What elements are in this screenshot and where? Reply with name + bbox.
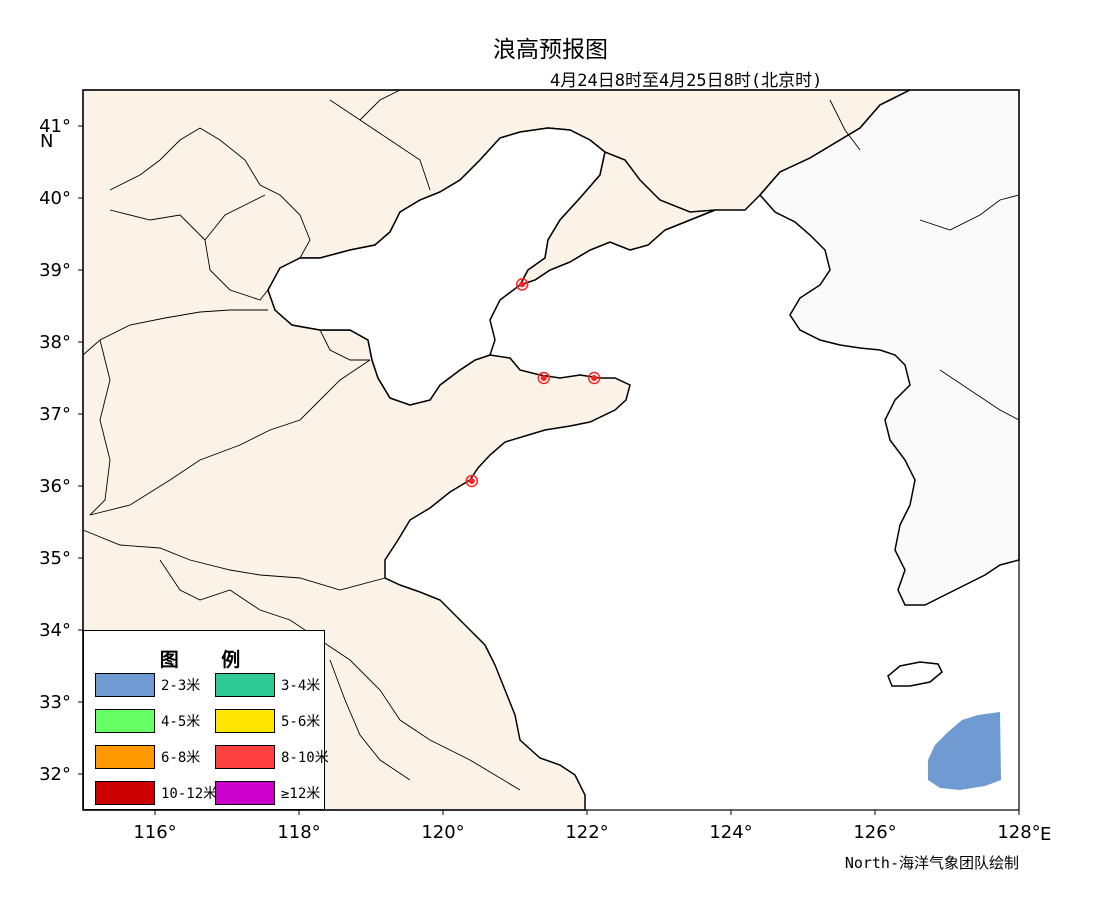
latitude-tick-label: 38° bbox=[39, 332, 71, 353]
legend-item: 2-3米 bbox=[95, 673, 213, 697]
legend-label: ≥12米 bbox=[281, 786, 321, 802]
map-subtitle: 4月24日8时至4月25日8时(北京时) bbox=[550, 71, 823, 91]
legend-item: 8-10米 bbox=[215, 745, 333, 769]
longitude-tick-label: 126° bbox=[853, 822, 896, 843]
legend-swatch bbox=[215, 781, 275, 805]
legend-item: 5-6米 bbox=[215, 709, 333, 733]
legend-label: 6-8米 bbox=[161, 750, 201, 766]
legend-swatch bbox=[215, 745, 275, 769]
latitude-tick-label: 32° bbox=[39, 764, 71, 785]
legend-item: ≥12米 bbox=[215, 781, 333, 805]
legend-title: 图 例 bbox=[159, 649, 259, 671]
longitude-tick-label: 122° bbox=[565, 822, 608, 843]
longitude-tick-label: 124° bbox=[709, 822, 752, 843]
legend-label: 4-5米 bbox=[161, 714, 201, 730]
station-marker-dot bbox=[591, 375, 598, 381]
legend-swatch bbox=[95, 781, 155, 805]
legend-swatch bbox=[215, 709, 275, 733]
longitude-tick-label: 116° bbox=[133, 822, 176, 843]
legend-swatch bbox=[95, 745, 155, 769]
station-marker-dot bbox=[540, 375, 547, 381]
longitude-unit-label: E bbox=[1040, 824, 1051, 845]
liaodong-peninsula bbox=[518, 150, 716, 287]
legend-item: 10-12米 bbox=[95, 781, 217, 805]
latitude-tick-label: 35° bbox=[39, 548, 71, 569]
legend-label: 5-6米 bbox=[281, 714, 321, 730]
legend-swatch bbox=[95, 673, 155, 697]
legend-item: 6-8米 bbox=[95, 745, 213, 769]
longitude-axis: 116° 118° 120° 122° 124° 126° 128° bbox=[133, 810, 1041, 843]
latitude-tick-label: 41° bbox=[39, 116, 71, 137]
longitude-tick-label: 118° bbox=[277, 822, 320, 843]
legend-label: 8-10米 bbox=[281, 750, 329, 766]
land-korea bbox=[759, 89, 1020, 606]
latitude-tick-label: 39° bbox=[39, 260, 71, 281]
legend-label: 3-4米 bbox=[281, 678, 321, 694]
longitude-tick-label: 128° bbox=[997, 822, 1040, 843]
latitude-tick-label: 37° bbox=[39, 404, 71, 425]
latitude-tick-label: 40° bbox=[39, 188, 71, 209]
station-markers bbox=[465, 278, 601, 488]
legend-label: 10-12米 bbox=[161, 786, 218, 802]
station-marker-ring bbox=[537, 371, 551, 385]
legend-swatch bbox=[95, 709, 155, 733]
map-frame bbox=[82, 89, 1020, 811]
latitude-unit-label: N bbox=[40, 131, 53, 152]
latitude-tick-label: 34° bbox=[39, 620, 71, 641]
latitude-axis: 32° 33° 34° 35° 36° 37° 38° 39° 40° 41° bbox=[39, 116, 83, 785]
station-marker-dot bbox=[468, 477, 475, 484]
station-marker-ring bbox=[465, 474, 479, 488]
legend-label: 2-3米 bbox=[161, 678, 201, 694]
station-marker-dot bbox=[519, 281, 526, 288]
station-marker-ring bbox=[587, 371, 601, 385]
station-marker-ring bbox=[515, 278, 529, 291]
longitude-tick-label: 120° bbox=[421, 822, 464, 843]
map-title: 浪高预报图 bbox=[493, 37, 608, 63]
latitude-tick-label: 33° bbox=[39, 692, 71, 713]
legend-swatch bbox=[215, 673, 275, 697]
legend: 图 例 2-3米 3-4米 4-5米 5-6米 6-8米 8-10米 10-12米 ≥12米 bbox=[83, 630, 329, 810]
latitude-tick-label: 36° bbox=[39, 476, 71, 497]
wave-zone-2-3m bbox=[928, 712, 1001, 790]
credit-text: North-海洋气象团队绘制 bbox=[844, 854, 1019, 872]
jeju-island bbox=[887, 661, 943, 687]
legend-item: 4-5米 bbox=[95, 709, 213, 733]
legend-item: 3-4米 bbox=[215, 673, 333, 697]
province-borders bbox=[82, 89, 1020, 791]
